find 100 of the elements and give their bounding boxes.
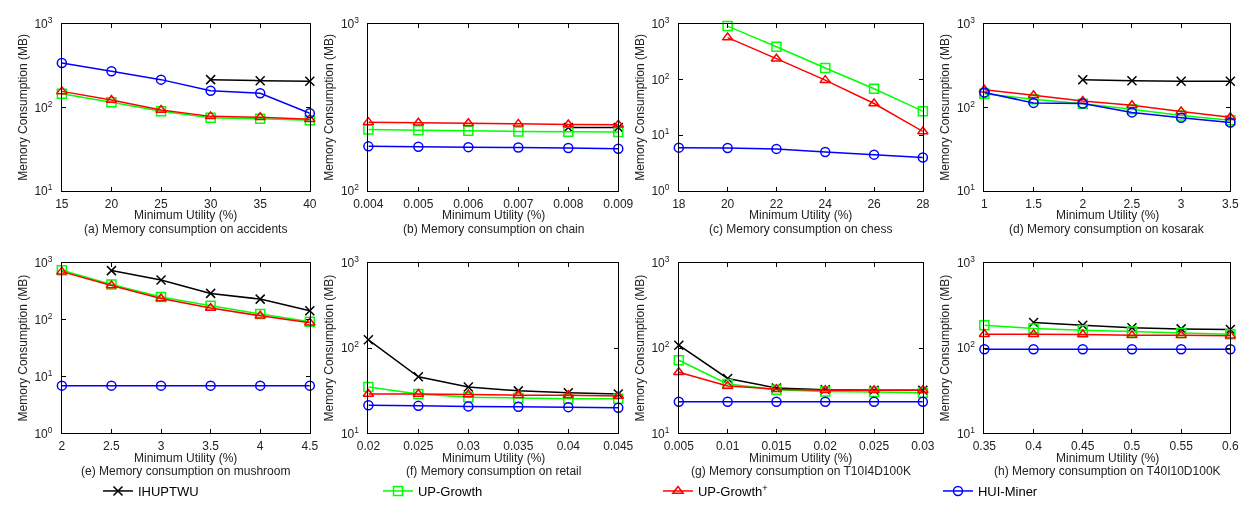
point	[819, 396, 831, 407]
point	[304, 305, 316, 316]
text: (d) Memory consumption on kosarak	[1009, 222, 1205, 236]
point	[463, 141, 474, 153]
x-tick-label: 4.5	[301, 438, 319, 453]
x-tick-label: 22	[769, 196, 784, 211]
x-tick-label: 3	[157, 438, 165, 453]
y-tick-label: 10$^{2}$	[34, 98, 53, 115]
x-tick-label: 0.006	[453, 196, 484, 211]
text: (e) Memory consumption on mushroom	[81, 464, 291, 478]
x-tick-label: 0.03	[911, 438, 935, 453]
x-axis-title: Minimum Utility (%)	[134, 451, 238, 465]
x-tick-label: 0.007	[503, 196, 534, 211]
x-tick-label: 18	[672, 196, 686, 211]
x-tick-label: 2.5	[1123, 196, 1141, 211]
point	[722, 142, 733, 154]
x-tick-label: 40	[303, 196, 317, 211]
y-axis-title: Memory Consumption (MB)	[322, 274, 337, 422]
point	[917, 105, 929, 117]
point	[205, 380, 216, 391]
point	[205, 85, 216, 96]
x-tick-label: 0.015	[761, 438, 792, 453]
point	[868, 149, 880, 160]
point	[613, 393, 624, 404]
x-tick-label: 26	[867, 196, 882, 211]
point	[613, 143, 624, 155]
x-axis-title: Minimum Utility (%)	[749, 451, 853, 465]
x-tick-label: 25	[154, 196, 169, 211]
x-tick-label: 0.04	[556, 438, 581, 453]
point	[1175, 75, 1187, 87]
legend-label: IHUPTWU	[137, 484, 199, 500]
point	[563, 393, 574, 404]
x-tick-label: 2	[58, 438, 66, 453]
y-axis-title: Memory Consumption (MB)	[632, 274, 647, 422]
x-tick-label: 0.45	[1071, 438, 1095, 453]
y-tick-label: 10$^{3}$	[34, 253, 53, 271]
point	[106, 265, 117, 276]
point	[254, 88, 266, 99]
y-tick-label: 10$^{2}$	[956, 98, 976, 115]
y-tick-label: 10$^{1}$	[651, 126, 670, 143]
y-axis-title: Memory Consumption (MB)	[938, 274, 953, 422]
x-tick-label: 0.005	[663, 438, 695, 453]
point	[771, 143, 782, 155]
text: (g) Memory consumption on T10I4D100K	[691, 464, 911, 478]
point	[155, 380, 167, 391]
x-tick-label: 0.02	[356, 438, 381, 453]
y-tick-label: 10$^{1}$	[956, 424, 976, 441]
point	[463, 401, 474, 412]
point	[362, 116, 375, 126]
point	[868, 396, 880, 407]
point	[563, 142, 574, 154]
x-tick-label: 20	[720, 196, 735, 211]
point	[513, 401, 524, 412]
point	[513, 126, 524, 137]
x-tick-label: 1.5	[1025, 196, 1043, 211]
x-tick-label: 1	[981, 196, 989, 211]
x-tick-label: 0.5	[1123, 438, 1141, 453]
point	[304, 75, 316, 87]
point	[722, 396, 733, 407]
x-tick-label: 0.01	[715, 438, 740, 453]
point	[1126, 322, 1138, 334]
point	[106, 97, 117, 108]
point	[106, 65, 117, 77]
legend-label: UP-Growth	[417, 484, 483, 500]
x-tick-label: 3	[1177, 196, 1185, 211]
x-tick-label: 0.02	[813, 438, 838, 453]
point	[205, 74, 216, 85]
y-tick-label: 10$^{3}$	[651, 253, 670, 271]
y-tick-label: 10$^{2}$	[340, 182, 360, 199]
point	[155, 105, 167, 117]
point	[254, 75, 266, 86]
point	[917, 152, 929, 163]
point	[1126, 99, 1138, 109]
point	[363, 124, 374, 135]
point	[868, 83, 880, 95]
x-tick-label: 0.004	[353, 196, 384, 211]
y-tick-label: 10$^{3}$	[651, 14, 670, 31]
x-tick-label: 2	[1079, 196, 1087, 211]
point	[979, 320, 990, 331]
point	[1126, 330, 1138, 339]
y-tick-label: 10$^{3}$	[956, 253, 976, 271]
point	[512, 389, 525, 399]
y-tick-label: 10$^{1}$	[34, 367, 53, 384]
point	[613, 126, 624, 138]
x-tick-label: 0.025	[859, 438, 890, 453]
point	[819, 74, 832, 84]
y-axis-title: Memory Consumption (MB)	[632, 33, 647, 181]
point	[254, 380, 266, 391]
point	[155, 74, 167, 85]
point	[673, 142, 685, 153]
point	[304, 380, 316, 391]
x-tick-label: 3.5	[1222, 196, 1240, 211]
point	[205, 288, 216, 299]
y-tick-label: 10$^{3}$	[340, 253, 360, 271]
y-tick-label: 10$^{0}$	[651, 182, 670, 199]
x-tick-label: 0.035	[503, 438, 534, 453]
point	[413, 141, 424, 152]
x-tick-label: 0.025	[403, 438, 434, 453]
point	[771, 396, 782, 407]
point	[413, 371, 424, 383]
